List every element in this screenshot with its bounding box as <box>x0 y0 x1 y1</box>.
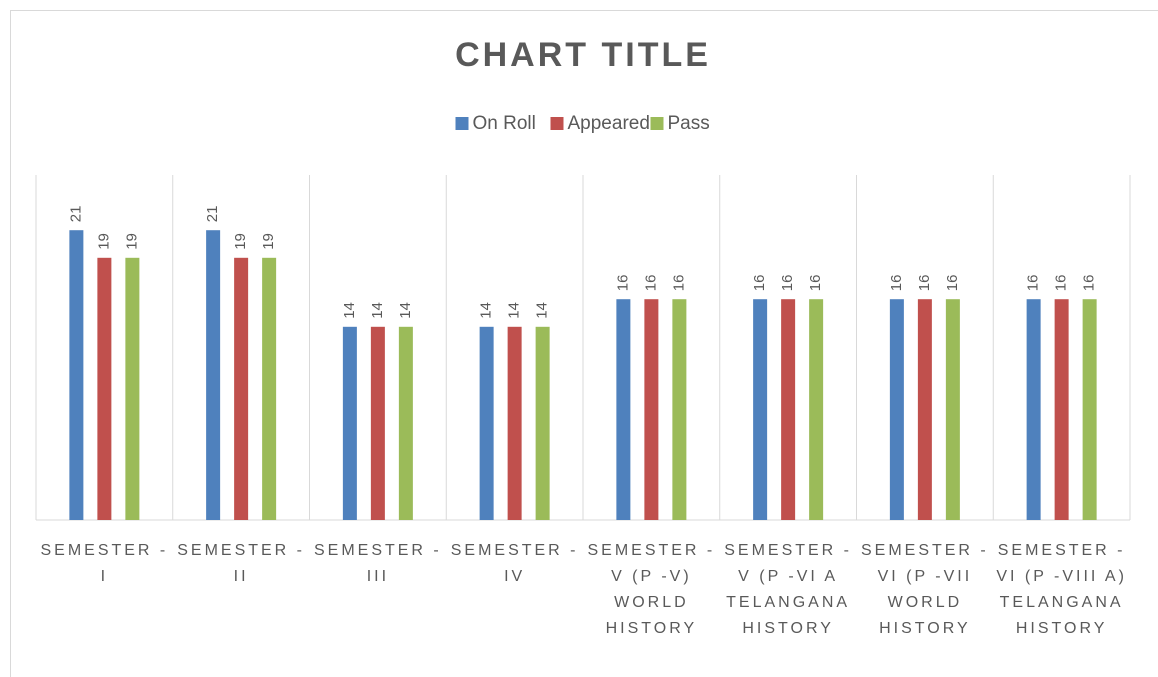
legend-swatch <box>455 117 469 130</box>
bar <box>616 299 631 520</box>
bar <box>809 299 824 520</box>
legend-swatch <box>550 117 564 130</box>
bar <box>753 299 768 520</box>
bar <box>206 230 221 520</box>
x-tick-label: SEMESTER - V (P -VI A TELANGANA HISTORY <box>724 542 853 637</box>
bar <box>1082 299 1097 520</box>
data-label: 14 <box>397 302 414 319</box>
data-label: 16 <box>1025 275 1042 292</box>
data-label: 14 <box>369 302 386 319</box>
bar <box>644 299 659 520</box>
x-tick-label: SEMESTER - I <box>40 542 169 585</box>
x-tick-label: SEMESTER - V (P -V) WORLD HISTORY <box>587 542 716 637</box>
bar <box>917 299 932 520</box>
legend-label: On Roll <box>473 113 536 134</box>
bar <box>125 257 140 520</box>
data-label: 14 <box>341 302 358 319</box>
bar <box>672 299 687 520</box>
data-label: 19 <box>260 233 277 250</box>
data-label: 16 <box>642 275 659 292</box>
data-label: 19 <box>232 233 249 250</box>
chart-border <box>10 10 1158 677</box>
data-label: 16 <box>779 275 796 292</box>
bar <box>535 326 550 520</box>
bar <box>507 326 522 520</box>
bar <box>97 257 112 520</box>
data-label: 21 <box>67 206 84 223</box>
bar <box>342 326 357 520</box>
data-label: 14 <box>478 302 495 319</box>
data-label: 16 <box>807 275 824 292</box>
data-label: 21 <box>204 206 221 223</box>
data-label: 16 <box>614 275 631 292</box>
data-label: 14 <box>534 302 551 319</box>
data-label: 19 <box>123 233 140 250</box>
x-tick-label: SEMESTER - II <box>177 542 306 585</box>
bar <box>1054 299 1069 520</box>
data-label: 16 <box>888 275 905 292</box>
bar <box>1026 299 1041 520</box>
bar <box>889 299 904 520</box>
data-label: 16 <box>670 275 687 292</box>
x-tick-label: SEMESTER - IV <box>450 542 579 585</box>
data-label: 14 <box>506 302 523 319</box>
bar <box>262 257 277 520</box>
data-label: 19 <box>95 233 112 250</box>
data-label: 16 <box>1053 275 1070 292</box>
data-label: 16 <box>1081 275 1098 292</box>
bar <box>479 326 494 520</box>
chart-title: CHART TITLE <box>455 36 711 74</box>
bar <box>234 257 249 520</box>
bar <box>945 299 960 520</box>
x-tick-label: SEMESTER - III <box>313 542 442 585</box>
legend-label: Pass <box>668 113 710 134</box>
data-label: 16 <box>916 275 933 292</box>
bar <box>370 326 385 520</box>
bar <box>398 326 413 520</box>
legend-label: Appeared <box>568 113 650 134</box>
x-tick-label: SEMESTER - VI (P -VII WORLD HISTORY <box>860 542 989 637</box>
legend-swatch <box>650 117 664 130</box>
bar <box>781 299 796 520</box>
data-label: 16 <box>944 275 961 292</box>
data-label: 16 <box>751 275 768 292</box>
x-tick-label: SEMESTER - VI (P -VIII A) TELANGANA HIST… <box>996 542 1127 637</box>
bar <box>69 230 84 520</box>
